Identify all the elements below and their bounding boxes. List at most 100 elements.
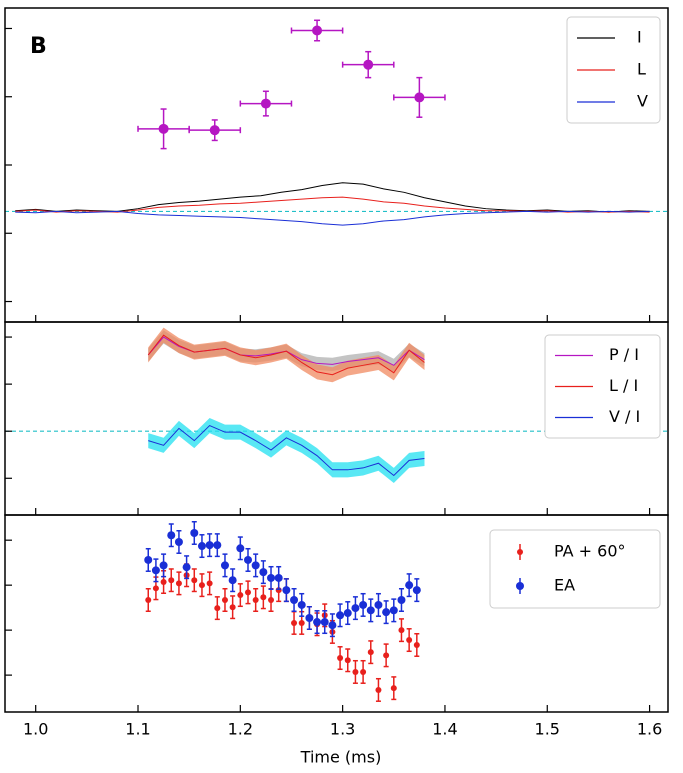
point <box>363 59 374 70</box>
point <box>205 541 214 550</box>
point <box>412 586 421 595</box>
point <box>158 123 169 134</box>
point <box>274 573 283 582</box>
point <box>252 597 259 604</box>
point <box>220 561 229 570</box>
point <box>366 606 375 615</box>
point <box>144 555 153 564</box>
legend-box <box>544 334 661 439</box>
x-tick-label: 1.4 <box>432 720 457 739</box>
point <box>383 652 390 659</box>
legend-label: V <box>637 92 648 111</box>
legend-swatch <box>516 582 524 590</box>
legend-label: L / I <box>609 376 638 395</box>
point <box>406 637 413 644</box>
point <box>390 685 397 692</box>
point <box>260 594 267 601</box>
point <box>259 568 268 577</box>
point <box>336 611 345 620</box>
point <box>190 528 199 537</box>
ratio-line <box>147 334 425 376</box>
legend-label: V / I <box>609 407 640 426</box>
point <box>174 537 183 546</box>
point <box>397 596 406 605</box>
legend-label: L <box>637 60 646 79</box>
point <box>160 579 167 586</box>
point <box>359 600 368 609</box>
trace-line <box>15 196 650 213</box>
point <box>191 577 198 584</box>
point <box>267 573 276 582</box>
legend-label: PA + 60° <box>554 542 626 561</box>
point <box>382 608 391 617</box>
point <box>168 577 175 584</box>
point <box>297 600 306 609</box>
point <box>251 561 260 570</box>
plot-frame <box>4 514 669 713</box>
point <box>228 576 237 585</box>
point <box>221 597 228 604</box>
point <box>414 92 425 103</box>
point <box>305 613 314 622</box>
point <box>214 605 221 612</box>
point <box>159 561 168 570</box>
point <box>145 597 152 604</box>
point <box>320 618 329 627</box>
point <box>198 582 205 589</box>
point <box>344 657 351 664</box>
point <box>298 619 305 626</box>
point <box>375 686 382 693</box>
point <box>367 649 374 656</box>
point <box>413 641 420 648</box>
point <box>152 585 159 592</box>
x-tick-label: 1.2 <box>228 720 253 739</box>
point <box>328 621 337 630</box>
point <box>197 542 206 551</box>
error-band <box>148 418 425 483</box>
point <box>282 586 291 595</box>
point <box>398 627 405 634</box>
x-tick-label: 1.3 <box>330 720 355 739</box>
point <box>290 596 299 605</box>
point <box>167 531 176 540</box>
point <box>337 655 344 662</box>
trace-line <box>15 210 650 226</box>
ratio-line <box>148 424 425 477</box>
legend-box <box>489 529 661 609</box>
point <box>352 668 359 675</box>
point <box>209 125 220 136</box>
point <box>236 544 245 553</box>
x-axis-label: Time (ms) <box>300 748 382 767</box>
point <box>237 592 244 599</box>
point <box>213 541 222 550</box>
point <box>343 609 352 618</box>
point <box>312 25 323 36</box>
point <box>389 606 398 615</box>
panel-label: B <box>30 34 47 59</box>
x-tick-label: 1.5 <box>535 720 560 739</box>
point <box>405 581 414 590</box>
point <box>360 668 367 675</box>
legend-label: EA <box>554 576 575 595</box>
point <box>206 580 213 587</box>
point <box>268 597 275 604</box>
legend-label: I <box>637 28 642 47</box>
x-tick-label: 1.6 <box>637 720 662 739</box>
point <box>243 555 252 564</box>
error-band <box>148 327 425 383</box>
x-tick-label: 1.0 <box>23 720 48 739</box>
point <box>229 604 236 611</box>
point <box>260 98 271 109</box>
point <box>374 600 383 609</box>
point <box>151 566 160 575</box>
legend-label: P / I <box>609 345 639 364</box>
trace-line <box>15 182 650 213</box>
point <box>182 563 191 572</box>
x-tick-label: 1.1 <box>125 720 150 739</box>
point <box>175 580 182 587</box>
legend-swatch <box>517 549 523 555</box>
point <box>351 604 360 613</box>
point <box>291 619 298 626</box>
point <box>313 618 322 627</box>
